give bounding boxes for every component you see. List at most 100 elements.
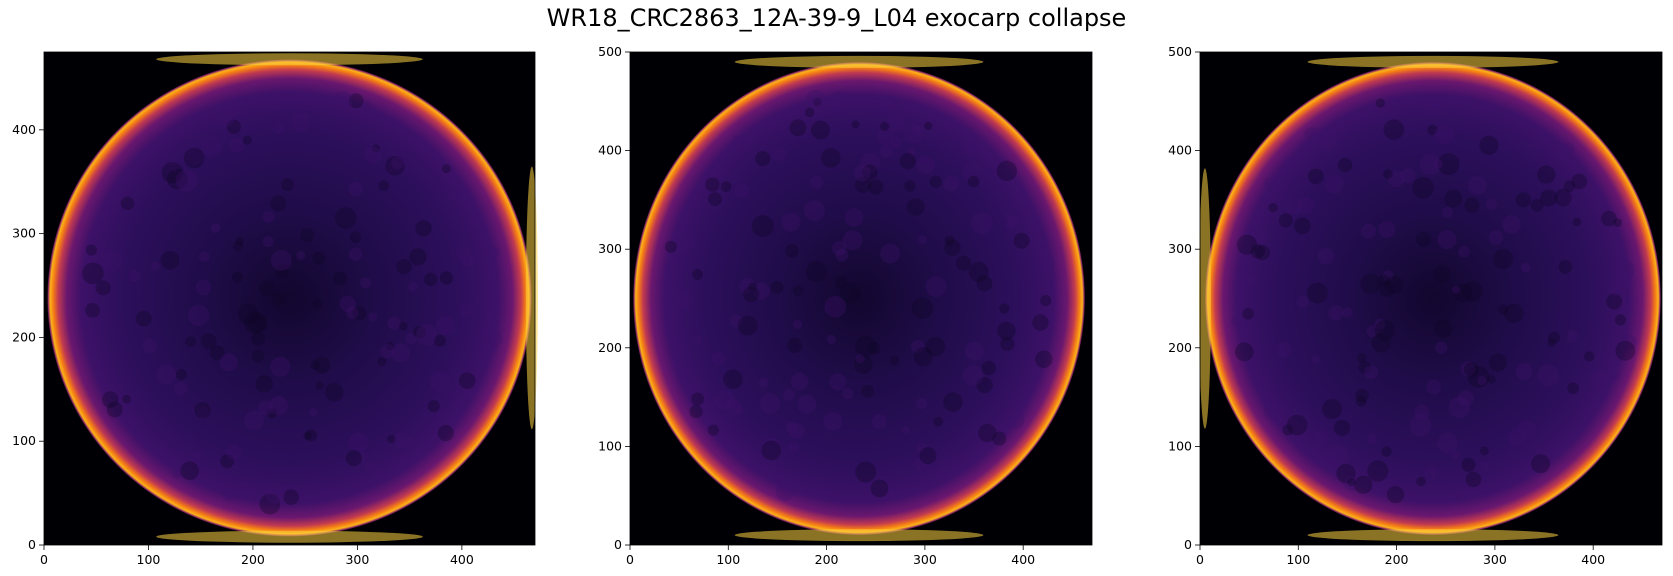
y-tick-label: 0: [614, 537, 622, 552]
texture-blob: [1488, 230, 1504, 245]
texture-blob: [752, 282, 770, 300]
texture-blob: [1451, 450, 1460, 460]
x-tick-label: 200: [815, 552, 839, 567]
texture-blob: [944, 235, 955, 246]
texture-blob: [880, 122, 890, 132]
texture-blob: [150, 261, 160, 271]
y-tick-label: 500: [598, 44, 622, 59]
texture-blob: [1562, 142, 1575, 155]
texture-blob: [1452, 285, 1461, 294]
texture-blob: [731, 135, 742, 145]
texture-blob: [1366, 325, 1379, 338]
texture-blob: [480, 329, 492, 340]
y-tick-label: 500: [1168, 44, 1192, 59]
texture-blob: [714, 390, 736, 411]
texture-blob: [1378, 274, 1390, 287]
texture-blob: [1441, 206, 1453, 218]
texture-blob: [996, 160, 1018, 182]
texture-blob: [266, 408, 278, 419]
texture-blob: [1467, 365, 1490, 388]
texture-blob: [1621, 334, 1637, 350]
texture-blob: [943, 392, 963, 412]
texture-blob: [232, 271, 243, 283]
x-tick-label: 200: [241, 552, 265, 567]
texture-blob: [156, 364, 177, 385]
texture-blob: [243, 311, 266, 334]
texture-blob: [1374, 320, 1396, 341]
x-tick-label: 100: [716, 552, 740, 567]
texture-blob: [1611, 370, 1621, 380]
texture-blob: [194, 402, 211, 419]
texture-blob: [711, 352, 726, 366]
texture-blob: [161, 161, 184, 184]
texture-blob: [1378, 220, 1396, 239]
texture-blob: [270, 195, 287, 212]
texture-blob: [305, 429, 318, 442]
y-tick-label: 100: [12, 433, 36, 448]
texture-blob: [291, 113, 311, 133]
texture-blob: [690, 377, 702, 389]
texture-blob: [916, 397, 928, 409]
texture-blob: [424, 272, 438, 287]
texture-blob: [1547, 338, 1556, 347]
texture-blob: [851, 120, 860, 129]
texture-blob: [1286, 414, 1308, 436]
texture-blob: [1337, 157, 1353, 173]
x-tick-label: 300: [1483, 552, 1507, 567]
texture-blob: [183, 147, 205, 169]
texture-blob: [1321, 398, 1343, 420]
texture-blob: [813, 97, 822, 107]
texture-blob: [792, 285, 804, 297]
texture-blob: [1326, 443, 1349, 466]
texture-blob: [167, 168, 188, 190]
texture-blob: [999, 303, 1010, 314]
texture-blob: [396, 259, 412, 275]
texture-blob: [228, 137, 244, 153]
heatmap-panel-3: 0 100 200 300 400 0 100 200 300 400 500: [1168, 44, 1663, 567]
texture-blob: [377, 357, 387, 367]
texture-blob: [720, 181, 732, 192]
texture-blob: [1433, 265, 1451, 284]
texture-blob: [1382, 270, 1394, 281]
texture-blob: [1537, 165, 1556, 184]
texture-blob: [832, 240, 847, 256]
texture-blob: [1000, 336, 1015, 351]
texture-blob: [868, 342, 881, 355]
texture-blob: [679, 236, 695, 252]
texture-blob: [1004, 211, 1015, 221]
texture-blob: [992, 431, 1007, 446]
texture-blob: [826, 334, 836, 345]
texture-blob: [844, 207, 864, 227]
texture-blob: [1296, 295, 1309, 308]
texture-blob: [944, 239, 961, 256]
texture-blob: [907, 147, 916, 156]
texture-blob: [427, 400, 440, 413]
texture-blob: [1458, 390, 1474, 407]
texture-blob: [244, 410, 264, 431]
texture-blob: [1433, 159, 1443, 169]
texture-blob: [200, 333, 217, 350]
texture-blob: [1325, 174, 1344, 194]
texture-blob: [1336, 463, 1356, 484]
texture-blob: [835, 248, 849, 262]
ring-highlight-top: [1307, 55, 1559, 68]
axes-frame: [43, 51, 536, 546]
texture-blob: [1548, 331, 1560, 344]
texture-blob: [1572, 217, 1582, 227]
texture-blob: [871, 414, 887, 430]
texture-blob: [929, 175, 942, 188]
texture-blob: [925, 336, 946, 357]
texture-blob: [258, 400, 274, 416]
texture-blob: [309, 408, 318, 417]
texture-blob: [691, 268, 703, 280]
texture-blob: [372, 144, 381, 153]
texture-blob: [1005, 409, 1025, 429]
texture-blob: [1367, 460, 1389, 482]
texture-blob: [1412, 177, 1434, 199]
texture-blob: [789, 119, 807, 137]
texture-blob: [266, 95, 282, 111]
texture-blob: [1424, 465, 1439, 480]
texture-blob: [259, 280, 276, 297]
texture-blob: [911, 297, 934, 320]
texture-blob: [854, 176, 872, 194]
